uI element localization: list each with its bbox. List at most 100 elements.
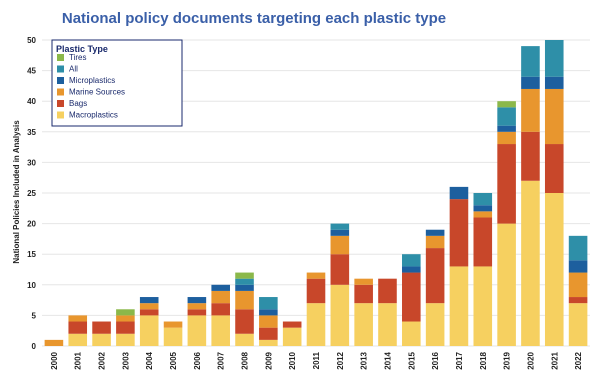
bar-segment-macroplastics-2002: [92, 333, 111, 346]
bar-segment-macroplastics-2014: [378, 303, 397, 346]
bar-segment-marine-sources-2016: [425, 235, 445, 249]
x-tick-label: 2013: [360, 351, 369, 369]
bar-segment-marine-sources-2000: [44, 339, 64, 346]
x-tick-label: 2003: [121, 351, 130, 369]
bar-segment-bags-2017: [449, 199, 469, 267]
legend-item-label: Microplastics: [69, 76, 115, 85]
bar-segment-microplastics-2008: [235, 284, 254, 291]
y-axis-label: National Policies Included in Analysis: [12, 120, 21, 264]
bar-segment-all-2012: [330, 223, 350, 230]
bar-segment-macroplastics-2004: [139, 315, 159, 346]
x-tick-label: 2007: [217, 351, 226, 369]
x-tick-label: 2002: [98, 351, 107, 369]
bar-segment-bags-2022: [568, 297, 588, 304]
bar-segment-bags-2011: [306, 278, 326, 304]
bar-segment-bags-2013: [354, 284, 373, 304]
bar-segment-microplastics-2018: [473, 205, 493, 212]
x-tick-label: 2008: [241, 351, 250, 369]
bar-segment-macroplastics-2018: [473, 266, 493, 346]
bar-segment-macroplastics-2020: [521, 180, 540, 346]
bar-segment-microplastics-2015: [402, 266, 421, 273]
bar-segment-bags-2016: [425, 248, 445, 304]
legend-item-label: Tires: [69, 53, 86, 62]
legend-swatch: [57, 77, 64, 84]
x-tick-label: 2016: [431, 351, 440, 369]
bar-segment-marine-sources-2019: [497, 131, 516, 145]
bar-segment-microplastics-2017: [449, 186, 469, 200]
bar-segment-macroplastics-2008: [235, 333, 254, 346]
legend-item-label: Marine Sources: [69, 88, 125, 97]
bar-segment-bags-2015: [402, 272, 421, 322]
bar-segment-microplastics-2012: [330, 229, 350, 236]
bar-segment-tires-2008: [235, 272, 254, 279]
x-tick-label: 2015: [407, 351, 416, 369]
bar-segment-bags-2021: [544, 144, 564, 193]
bar-segment-marine-sources-2007: [211, 290, 230, 304]
bar-segment-bags-2009: [259, 327, 278, 340]
bar-segment-bags-2019: [497, 144, 516, 224]
bar-segment-marine-sources-2021: [544, 88, 564, 145]
y-tick-label: 30: [27, 158, 36, 167]
bar-segment-marine-sources-2005: [163, 321, 183, 328]
bars-layer: [44, 40, 588, 346]
bar-segment-macroplastics-2005: [163, 327, 183, 346]
bar-segment-all-2019: [497, 107, 516, 126]
x-tick-label: 2001: [74, 351, 83, 369]
bar-segment-macroplastics-2006: [187, 315, 207, 346]
x-tick-label: 2020: [526, 351, 535, 369]
legend-box: [51, 39, 183, 127]
bar-segment-bags-2008: [235, 309, 254, 334]
x-tick-label: 2022: [574, 351, 583, 369]
bar-segment-all-2008: [235, 278, 254, 285]
bar-segment-tires-2019: [497, 101, 516, 108]
bar-segment-macroplastics-2019: [497, 223, 516, 346]
x-tick-label: 2021: [550, 351, 559, 369]
y-tick-labels: 0 5 10 15 20 25 30 35 40 45 50: [27, 36, 36, 351]
bar-segment-all-2015: [402, 254, 421, 267]
bar-segment-all-2020: [521, 46, 540, 77]
bar-segment-microplastics-2016: [425, 229, 445, 236]
legend-swatch: [57, 54, 64, 61]
bar-segment-macroplastics-2017: [449, 266, 469, 346]
bar-segment-macroplastics-2016: [425, 303, 445, 346]
bar-segment-all-2022: [568, 235, 588, 261]
bar-segment-bags-2007: [211, 303, 230, 316]
bar-segment-bags-2002: [92, 321, 111, 334]
bar-segment-macroplastics-2013: [354, 303, 373, 346]
legend-swatch: [57, 111, 64, 119]
bar-segment-microplastics-2020: [521, 76, 540, 89]
bar-segment-bags-2010: [282, 321, 302, 328]
bar-segment-macroplastics-2011: [306, 303, 326, 346]
bar-segment-marine-sources-2020: [521, 88, 540, 132]
x-tick-label: 2012: [336, 351, 345, 369]
bar-segment-microplastics-2004: [139, 297, 159, 304]
x-tick-label: 2009: [264, 351, 273, 369]
y-tick-label: 15: [27, 250, 36, 259]
legend-item-label: All: [69, 65, 78, 74]
bar-segment-macroplastics-2012: [330, 284, 350, 346]
bar-segment-marine-sources-2013: [354, 278, 373, 285]
legend-swatch: [57, 65, 64, 73]
bar-segment-marine-sources-2008: [235, 290, 254, 310]
bar-segment-microplastics-2007: [211, 284, 230, 291]
bar-segment-tires-2003: [116, 309, 135, 316]
bar-segment-marine-sources-2001: [68, 315, 88, 322]
y-tick-label: 20: [27, 220, 36, 229]
x-tick-label: 2004: [145, 351, 154, 369]
bar-segment-macroplastics-2009: [259, 339, 278, 346]
bar-segment-microplastics-2006: [187, 297, 207, 304]
bar-segment-marine-sources-2006: [187, 303, 207, 310]
y-tick-label: 50: [27, 36, 36, 45]
bar-segment-bags-2020: [521, 131, 540, 181]
bar-segment-all-2021: [544, 40, 564, 77]
bar-segment-bags-2004: [139, 309, 159, 316]
x-tick-label: 2006: [193, 351, 202, 369]
y-tick-label: 45: [27, 67, 36, 76]
bar-segment-macroplastics-2007: [211, 315, 230, 346]
bar-segment-macroplastics-2003: [116, 333, 135, 346]
bar-segment-bags-2014: [378, 278, 397, 304]
legend-item-label: Bags: [69, 99, 87, 108]
x-tick-labels: 2000 2001 2002 2003 2004 2005 2006 2007 2008 2009…: [50, 351, 583, 369]
bar-segment-all-2009: [259, 297, 278, 310]
